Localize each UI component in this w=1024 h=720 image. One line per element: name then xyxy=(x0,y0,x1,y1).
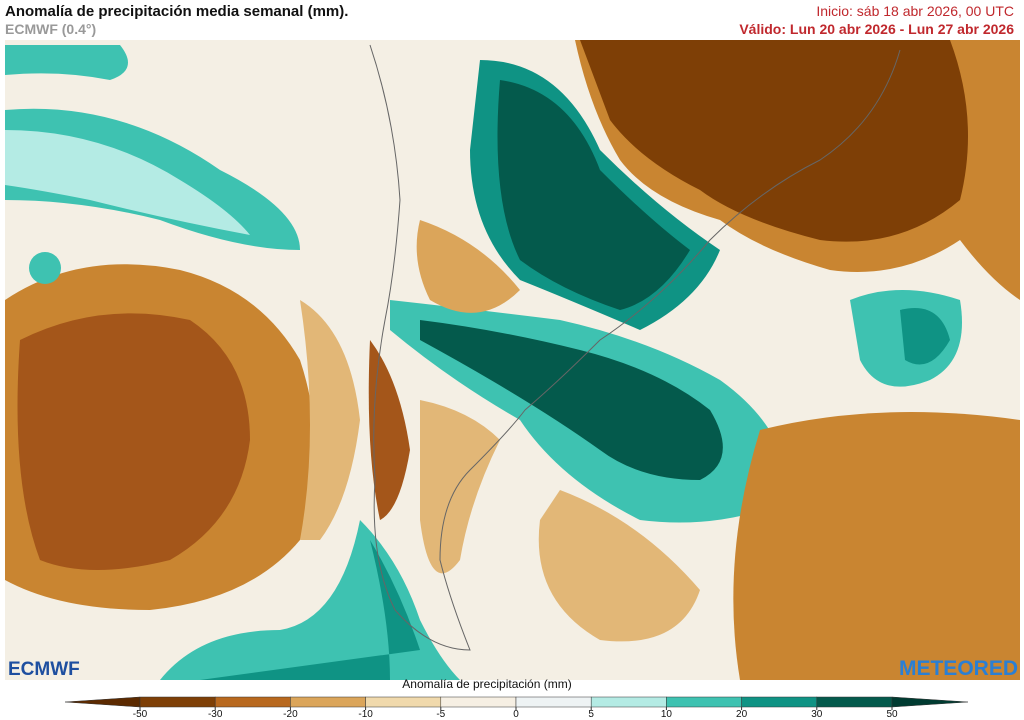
colorbar-segment xyxy=(214,696,291,708)
colorbar-segment xyxy=(365,696,442,708)
colorbar-tick-label: 30 xyxy=(811,709,823,720)
colorbar-segment xyxy=(590,696,667,708)
colorbar-segment xyxy=(741,696,818,708)
colorbar-tick-label: 20 xyxy=(736,709,748,720)
colorbar-tick-label: -30 xyxy=(208,709,223,720)
colorbar-tick-label: 50 xyxy=(886,709,898,720)
colorbar-label: Anomalía de precipitación (mm) xyxy=(402,677,571,691)
colorbar-arrow-right xyxy=(891,696,969,708)
colorbar-tick-label: -10 xyxy=(358,709,373,720)
colorbar-tick-label: 5 xyxy=(588,709,594,720)
colorbar-tick-label: -20 xyxy=(283,709,298,720)
colorbar-tick-label: 0 xyxy=(513,709,519,720)
ecmwf-logo: ECMWF xyxy=(8,659,80,680)
init-time: Inicio: sáb 18 abr 2026, 00 UTC xyxy=(816,3,1014,19)
model: ECMWF (0.4°) xyxy=(5,21,97,37)
colorbar-tick-label: -5 xyxy=(436,709,445,720)
meteored-logo: METEORED xyxy=(899,657,1018,680)
title: Anomalía de precipitación media semanal … xyxy=(5,3,349,20)
map xyxy=(5,40,1020,680)
colorbar-segment xyxy=(440,696,517,708)
colorbar-segment xyxy=(515,696,592,708)
colorbar-segment xyxy=(139,696,216,708)
valid-time: Válido: Lun 20 abr 2026 - Lun 27 abr 202… xyxy=(739,21,1014,37)
colorbar-segment xyxy=(816,696,893,708)
colorbar-segment xyxy=(290,696,366,708)
colorbar-arrow-left xyxy=(64,696,141,708)
colorbar: -50 -30 -20 -10 -5 0 5 10 20 30 50 xyxy=(64,696,969,720)
colorbar-tick-label: -50 xyxy=(133,709,148,720)
colorbar-tick-label: 10 xyxy=(661,709,673,720)
colorbar-segment xyxy=(666,696,742,708)
